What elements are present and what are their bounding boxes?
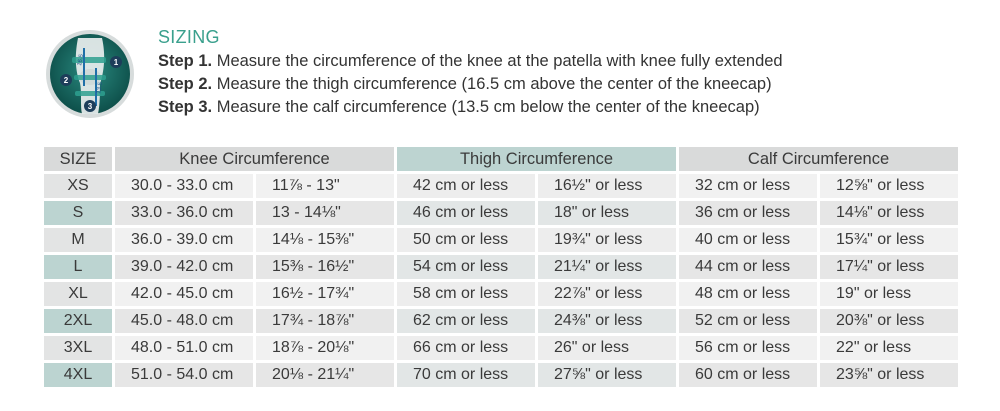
column-header-thigh: Thigh Circumference <box>397 147 677 171</box>
step-2-text: Measure the thigh circumference (16.5 cm… <box>212 75 772 93</box>
column-header-calf: Calf Circumference <box>679 147 959 171</box>
knee-cm-cell: 51.0 - 54.0 cm <box>115 363 253 387</box>
thigh-in-cell: 21¼" or less <box>538 255 677 279</box>
calf-cm-cell: 48 cm or less <box>679 282 818 306</box>
knee-cm-cell: 45.0 - 48.0 cm <box>115 309 253 333</box>
calf-cm-cell: 56 cm or less <box>679 336 818 360</box>
step-3: Step 3. Measure the calf circumference (… <box>158 96 783 119</box>
calf-in-cell: 22" or less <box>820 336 959 360</box>
thigh-cm-cell: 46 cm or less <box>397 201 535 225</box>
thigh-in-cell: 18" or less <box>538 201 677 225</box>
step-3-text: Measure the calf circumference (13.5 cm … <box>212 98 760 116</box>
size-cell: XL <box>44 282 112 306</box>
thigh-cm-cell: 58 cm or less <box>397 282 535 306</box>
calf-in-cell: 20⅜" or less <box>820 309 959 333</box>
svg-text:16.5: 16.5 <box>77 53 85 66</box>
tape-label-thigh: 16.5 <box>77 53 85 66</box>
tape-label-calf: 13.5 <box>96 81 104 94</box>
step-2-label: Step 2. <box>158 75 213 93</box>
table-header-row: SIZE Knee Circumference Thigh Circumfere… <box>44 147 959 171</box>
thigh-cm-cell: 50 cm or less <box>397 228 535 252</box>
thigh-in-cell: 26" or less <box>538 336 677 360</box>
table-row: S 33.0 - 36.0 cm 13 - 14⅛" 46 cm or less… <box>44 201 959 225</box>
sizing-header: SIZING Step 1. Measure the circumference… <box>158 26 783 119</box>
step-badge-2: 2 <box>64 76 69 85</box>
step-3-label: Step 3. <box>158 98 213 116</box>
calf-in-cell: 12⅝" or less <box>820 174 959 198</box>
size-cell: 3XL <box>44 336 112 360</box>
calf-cm-cell: 52 cm or less <box>679 309 818 333</box>
knee-in-cell: 20⅛ - 21¼" <box>256 363 394 387</box>
knee-in-cell: 13 - 14⅛" <box>256 201 394 225</box>
thigh-in-cell: 22⅞" or less <box>538 282 677 306</box>
table-row: M 36.0 - 39.0 cm 14⅛ - 15⅜" 50 cm or les… <box>44 228 959 252</box>
step-1-label: Step 1. <box>158 52 213 70</box>
column-header-knee: Knee Circumference <box>115 147 394 171</box>
knee-cm-cell: 42.0 - 45.0 cm <box>115 282 253 306</box>
svg-text:13.5: 13.5 <box>96 81 104 94</box>
calf-in-cell: 17¼" or less <box>820 255 959 279</box>
thigh-cm-cell: 42 cm or less <box>397 174 535 198</box>
step-badge-1: 1 <box>114 58 119 67</box>
step-1: Step 1. Measure the circumference of the… <box>158 50 783 73</box>
knee-cm-cell: 39.0 - 42.0 cm <box>115 255 253 279</box>
calf-cm-cell: 60 cm or less <box>679 363 818 387</box>
calf-in-cell: 14⅛" or less <box>820 201 959 225</box>
thigh-cm-cell: 66 cm or less <box>397 336 535 360</box>
sizing-title: SIZING <box>158 27 220 47</box>
size-cell: M <box>44 228 112 252</box>
size-cell: L <box>44 255 112 279</box>
calf-cm-cell: 44 cm or less <box>679 255 818 279</box>
thigh-in-cell: 16½" or less <box>538 174 677 198</box>
size-cell: XS <box>44 174 112 198</box>
size-cell: 4XL <box>44 363 112 387</box>
knee-in-cell: 16½ - 17¾" <box>256 282 394 306</box>
knee-in-cell: 18⅞ - 20⅛" <box>256 336 394 360</box>
table-row: 4XL 51.0 - 54.0 cm 20⅛ - 21¼" 70 cm or l… <box>44 363 959 387</box>
knee-cm-cell: 36.0 - 39.0 cm <box>115 228 253 252</box>
size-chart-table: SIZE Knee Circumference Thigh Circumfere… <box>41 144 961 390</box>
table-row: 3XL 48.0 - 51.0 cm 18⅞ - 20⅛" 66 cm or l… <box>44 336 959 360</box>
thigh-in-cell: 24⅜" or less <box>538 309 677 333</box>
size-cell: 2XL <box>44 309 112 333</box>
knee-in-cell: 11⅞ - 13" <box>256 174 394 198</box>
table-row: 2XL 45.0 - 48.0 cm 17¾ - 18⅞" 62 cm or l… <box>44 309 959 333</box>
knee-cm-cell: 30.0 - 33.0 cm <box>115 174 253 198</box>
thigh-in-cell: 27⅝" or less <box>538 363 677 387</box>
calf-cm-cell: 32 cm or less <box>679 174 818 198</box>
thigh-cm-cell: 54 cm or less <box>397 255 535 279</box>
knee-measurement-icon: 16.5 13.5 1 2 3 <box>44 28 136 120</box>
table-row: L 39.0 - 42.0 cm 15⅜ - 16½" 54 cm or les… <box>44 255 959 279</box>
calf-in-cell: 15¾" or less <box>820 228 959 252</box>
step-2: Step 2. Measure the thigh circumference … <box>158 73 783 96</box>
calf-in-cell: 23⅝" or less <box>820 363 959 387</box>
step-badge-3: 3 <box>88 102 93 111</box>
thigh-cm-cell: 62 cm or less <box>397 309 535 333</box>
knee-in-cell: 17¾ - 18⅞" <box>256 309 394 333</box>
calf-cm-cell: 40 cm or less <box>679 228 818 252</box>
knee-cm-cell: 33.0 - 36.0 cm <box>115 201 253 225</box>
step-1-text: Measure the circumference of the knee at… <box>212 52 783 70</box>
column-header-size: SIZE <box>44 147 112 171</box>
table-row: XS 30.0 - 33.0 cm 11⅞ - 13" 42 cm or les… <box>44 174 959 198</box>
knee-cm-cell: 48.0 - 51.0 cm <box>115 336 253 360</box>
calf-cm-cell: 36 cm or less <box>679 201 818 225</box>
table-row: XL 42.0 - 45.0 cm 16½ - 17¾" 58 cm or le… <box>44 282 959 306</box>
knee-in-cell: 15⅜ - 16½" <box>256 255 394 279</box>
knee-in-cell: 14⅛ - 15⅜" <box>256 228 394 252</box>
size-cell: S <box>44 201 112 225</box>
thigh-cm-cell: 70 cm or less <box>397 363 535 387</box>
thigh-in-cell: 19¾" or less <box>538 228 677 252</box>
calf-in-cell: 19" or less <box>820 282 959 306</box>
